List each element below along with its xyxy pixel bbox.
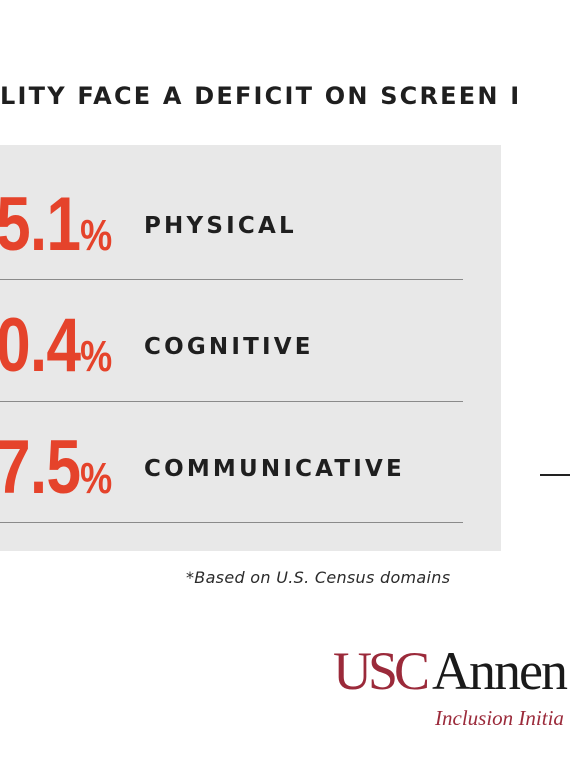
stat-row-cognitive: 0.4% COGNITIVE	[0, 284, 501, 406]
stat-percent: 7.5%	[0, 424, 112, 511]
stat-row-communicative: 7.5% COMMUNICATIVE	[0, 406, 501, 528]
stat-percent: 5.1%	[0, 181, 112, 268]
row-divider	[0, 279, 463, 280]
percent-sign: %	[80, 332, 113, 381]
stat-label: COMMUNICATIVE	[144, 456, 405, 482]
headline: LITY FACE A DEFICIT ON SCREEN I	[0, 82, 570, 116]
stats-panel: 5.1% PHYSICAL 0.4% COGNITIVE 7.5% COMMUN…	[0, 145, 501, 551]
logo-wordmark: USC Annen	[333, 640, 568, 702]
stat-row-physical: 5.1% PHYSICAL	[0, 163, 501, 285]
logo-usc: USC	[333, 641, 430, 701]
usc-annenberg-logo: USC Annen Inclusion Initia	[333, 640, 570, 760]
stat-label: COGNITIVE	[144, 334, 314, 360]
stat-number: 0.4	[0, 303, 81, 388]
row-divider	[0, 522, 463, 523]
percent-sign: %	[80, 211, 113, 260]
dash-line	[540, 474, 570, 476]
stat-number: 7.5	[0, 425, 81, 510]
stat-percent: 0.4%	[0, 302, 112, 389]
logo-annen: Annen	[432, 641, 568, 701]
stat-label: PHYSICAL	[144, 213, 297, 239]
row-divider	[0, 401, 463, 402]
percent-sign: %	[80, 454, 113, 503]
logo-subtitle: Inclusion Initia	[435, 706, 564, 730]
stat-number: 5.1	[0, 182, 81, 267]
headline-text: LITY FACE A DEFICIT ON SCREEN I	[0, 82, 522, 110]
footnote: *Based on U.S. Census domains	[186, 568, 451, 587]
